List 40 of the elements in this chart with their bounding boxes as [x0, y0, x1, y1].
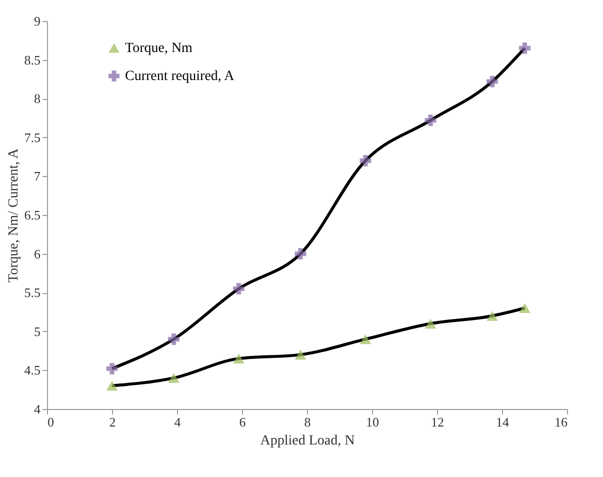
point	[486, 76, 498, 88]
point	[294, 350, 306, 360]
point	[294, 248, 306, 260]
y-tick-label: 8	[34, 91, 40, 106]
x-tick-label: 8	[304, 414, 311, 430]
point	[233, 283, 244, 294]
point	[519, 42, 530, 54]
legend-label: Torque, Nm	[125, 41, 193, 56]
y-tick-label: 7	[34, 168, 41, 184]
y-tick-label: 6	[34, 246, 41, 262]
point	[424, 114, 436, 126]
x-tick-label: 0	[48, 414, 54, 430]
x-tick-label: 10	[366, 414, 379, 430]
point	[424, 318, 436, 329]
x-tick-label: 2	[109, 414, 116, 430]
y-tick-label: 5.5	[24, 285, 40, 300]
x-tick-label: 4	[174, 414, 182, 430]
y-axis-title: Torque, Nm/ Current, A	[6, 148, 22, 282]
x-tick-label: 14	[496, 414, 510, 430]
point	[519, 303, 530, 314]
legend-label: Current required, A	[125, 69, 236, 84]
point	[360, 154, 372, 166]
y-tick-label: 4	[34, 402, 41, 416]
point	[106, 362, 118, 374]
point	[106, 380, 118, 391]
x-tick-label: 16	[554, 414, 568, 430]
point	[168, 373, 180, 383]
point	[168, 333, 180, 345]
point	[233, 354, 244, 364]
x-tick-label: 12	[431, 414, 444, 430]
y-tick-label: 6.5	[24, 208, 40, 222]
point	[486, 310, 498, 321]
point	[360, 334, 372, 344]
x-tick-label: 6	[239, 414, 246, 430]
y-tick-label: 8.5	[24, 52, 40, 68]
x-axis-title: Applied Load, N	[260, 434, 355, 448]
y-tick-label: 7.5	[24, 130, 40, 145]
y-tick-label: 4.5	[24, 362, 40, 378]
y-tick-label: 9	[34, 14, 40, 28]
y-tick-label: 5	[34, 324, 40, 339]
